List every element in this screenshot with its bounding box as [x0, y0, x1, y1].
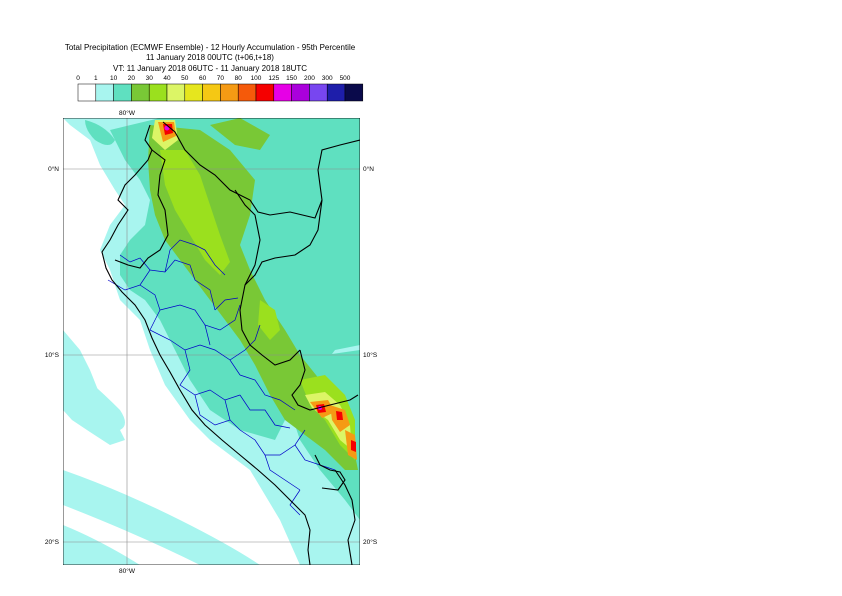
colorbar-tick-label: 10	[110, 75, 118, 82]
colorbar-tick-label: 300	[322, 75, 333, 82]
colorbar-tick-label: 50	[181, 75, 189, 82]
chart-title: Total Precipitation (ECMWF Ensemble) - 1…	[64, 43, 356, 52]
lat-label-20s-right: 20°S	[363, 538, 378, 546]
colorbar-tick-label: 40	[163, 75, 171, 82]
colorbar-tick-label: 0	[76, 75, 80, 82]
base-time-label: 11 January 2018 00UTC (t+06,t+18)	[146, 53, 274, 62]
colorbar-tick-label: 100	[251, 75, 262, 82]
colorbar-legend: 0 1 10 20 30 40 50 60 70 80 100 125 150 200 300 500	[76, 75, 364, 102]
colorbar-tick-label: 30	[146, 75, 154, 82]
precipitation-field	[63, 118, 360, 565]
valid-time-label: VT: 11 January 2018 06UTC - 11 January 2…	[112, 64, 308, 73]
lat-label-0n-right: 0°N	[363, 165, 374, 173]
lon-label-top: 80°W	[119, 109, 136, 117]
lat-label-0n: 0°N	[48, 165, 59, 173]
colorbar-tick-label: 500	[340, 75, 351, 82]
colorbar-tick-label: 20	[128, 75, 136, 82]
colorbar-tick-label: 70	[217, 75, 225, 82]
colorbar-tick-label: 1	[94, 75, 98, 82]
lat-label-10s: 10°S	[45, 351, 60, 359]
lat-label-20s: 20°S	[45, 538, 60, 546]
colorbar-swatch	[344, 83, 364, 102]
national-borders	[101, 121, 360, 565]
graticule	[63, 118, 360, 565]
colorbar-tick-label: 200	[304, 75, 315, 82]
lon-label-bottom: 80°W	[119, 567, 136, 575]
colorbar-tick-label: 150	[286, 75, 297, 82]
colorbar-tick-label: 60	[199, 75, 207, 82]
lat-label-10s-right: 10°S	[363, 351, 378, 359]
colorbar-tick-label: 125	[268, 75, 279, 82]
colorbar-tick-label: 80	[235, 75, 243, 82]
